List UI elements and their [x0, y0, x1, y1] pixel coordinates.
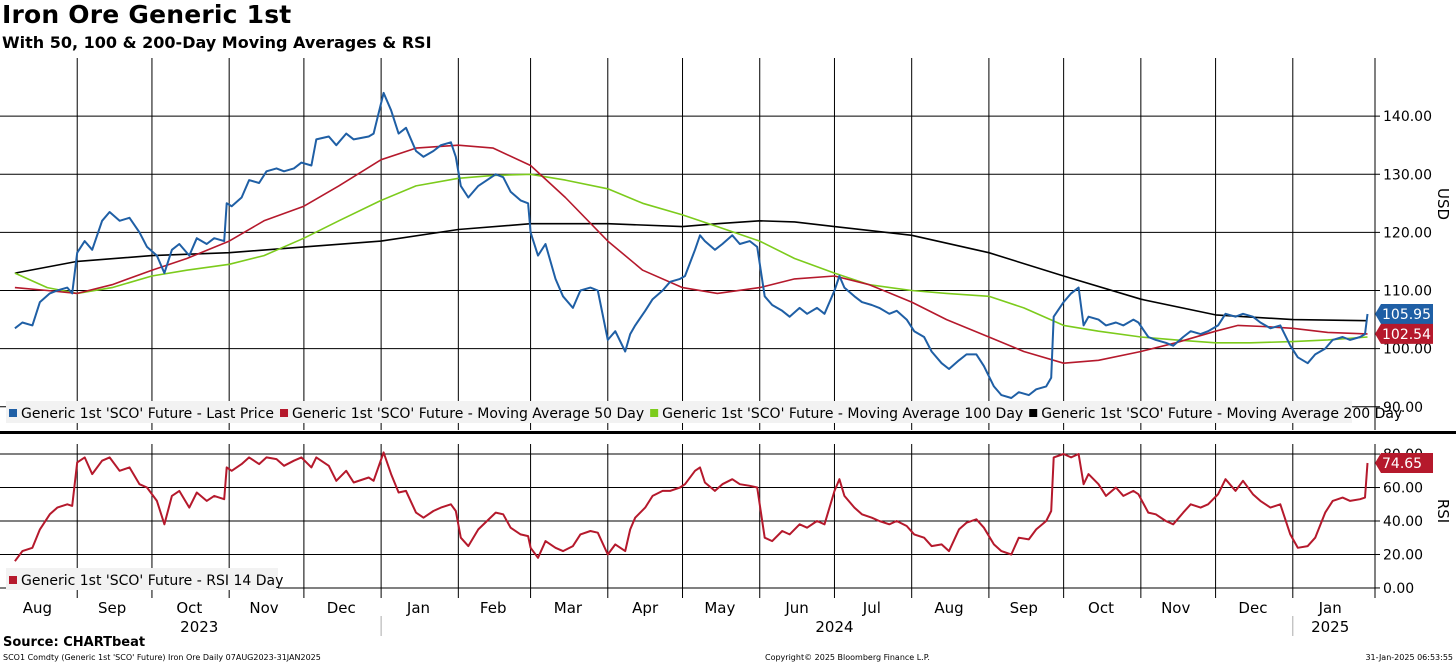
rsi-last-value-label: 74.65 — [1375, 452, 1433, 473]
rsi-last-value-label-text: 74.65 — [1382, 456, 1422, 472]
x-tick-label-month: Jan — [406, 599, 430, 617]
x-tick-label-month: Sep — [1010, 599, 1038, 617]
legend-label-rsi: Generic 1st 'SCO' Future - RSI 14 Day — [21, 573, 283, 589]
price-y-tick-label: 90.00 — [1383, 400, 1423, 416]
price-y-tick-label: 140.00 — [1383, 109, 1432, 125]
price-y-tick-label: 110.00 — [1383, 284, 1432, 300]
x-tick-label-month: Oct — [1088, 599, 1114, 617]
x-tick-label-month: Jul — [862, 599, 881, 617]
rsi-y-tick-label: 0.00 — [1383, 581, 1414, 597]
price-axis-label: USD — [1434, 188, 1452, 220]
series-line-generic-1st-sco-future-moving-average-50-day — [14, 144, 1368, 364]
legend-swatch-ma50 — [280, 409, 289, 417]
x-tick-label-month: May — [704, 599, 735, 617]
last-price-label-text: 105.95 — [1382, 307, 1431, 323]
x-tick-label-month: Nov — [249, 599, 278, 617]
x-tick-label-year: 2023 — [180, 618, 218, 636]
legend-swatch-ma200 — [1029, 409, 1038, 417]
series-line-generic-1st-sco-future-rsi-14-day — [14, 451, 1369, 562]
chart-title: Iron Ore Generic 1st — [2, 0, 292, 29]
timestamp: 31-Jan-2025 06:53:55 — [1365, 653, 1453, 662]
legend-swatch-ma100 — [650, 409, 659, 417]
copyright-note: Copyright© 2025 Bloomberg Finance L.P. — [765, 653, 930, 662]
ma50-last-value-label-text: 102.54 — [1382, 327, 1431, 343]
x-tick-label-month: Oct — [176, 599, 202, 617]
x-tick-label-month: Aug — [23, 599, 52, 617]
rsi-last-value-label-shape — [1375, 452, 1433, 473]
last-price-label-shape — [1375, 304, 1433, 325]
x-tick-label-month: Sep — [98, 599, 126, 617]
x-tick-label-month: Aug — [934, 599, 963, 617]
ma50-last-value-label: 102.54 — [1375, 323, 1433, 344]
legend-swatch-rsi — [9, 576, 17, 584]
x-tick-label-year: 2024 — [815, 618, 853, 636]
rsi-axis-label: RSI — [1434, 499, 1452, 523]
price-y-tick-label: 130.00 — [1383, 167, 1432, 183]
rsi-y-tick-label: 40.00 — [1383, 514, 1423, 530]
price-legend-background — [6, 401, 1352, 423]
legend-label-ma50: Generic 1st 'SCO' Future - Moving Averag… — [292, 406, 644, 422]
security-description: SCO1 Comdty (Generic 1st 'SCO' Future) I… — [3, 653, 321, 662]
x-tick-label-month: Apr — [632, 599, 659, 617]
x-tick-label-month: Mar — [554, 599, 583, 617]
last-price-label: 105.95 — [1375, 304, 1433, 325]
x-tick-label-month: Feb — [480, 599, 507, 617]
legend-label-price: Generic 1st 'SCO' Future - Last Price — [21, 406, 274, 422]
panel-divider — [0, 431, 1456, 434]
x-tick-label-month: Jan — [1318, 599, 1342, 617]
x-tick-label-month: Nov — [1161, 599, 1190, 617]
series-line-generic-1st-sco-future-moving-average-200-day — [14, 220, 1368, 322]
series-line-generic-1st-sco-future-last-price — [14, 91, 1369, 399]
x-tick-label-year: 2025 — [1311, 618, 1349, 636]
legend-label-ma200: Generic 1st 'SCO' Future - Moving Averag… — [1041, 406, 1402, 422]
legend-swatch-price — [9, 409, 17, 417]
source-note: Source: CHARTbeat — [3, 635, 146, 650]
x-tick-label-month: Dec — [1238, 599, 1267, 617]
chart-subtitle: With 50, 100 & 200-Day Moving Averages &… — [2, 33, 432, 52]
rsi-y-tick-label: 60.00 — [1383, 481, 1423, 497]
x-tick-label-month: Dec — [327, 599, 356, 617]
price-y-tick-label: 100.00 — [1383, 342, 1432, 358]
ma50-last-value-label-shape — [1375, 323, 1433, 344]
price-y-tick-label: 120.00 — [1383, 225, 1432, 241]
rsi-y-tick-label: 20.00 — [1383, 547, 1423, 563]
x-tick-label-month: Jun — [784, 599, 808, 617]
legend-label-ma100: Generic 1st 'SCO' Future - Moving Averag… — [662, 406, 1023, 422]
rsi-legend-background — [6, 568, 278, 590]
series-line-generic-1st-sco-future-moving-average-100-day — [14, 173, 1368, 344]
